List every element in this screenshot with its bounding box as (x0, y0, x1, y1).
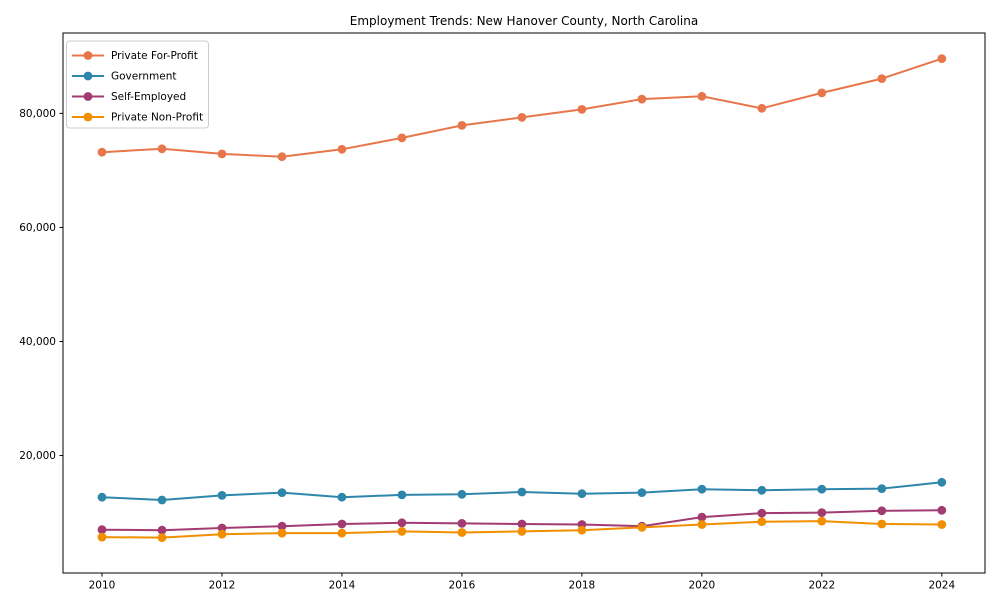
data-point-private-for-profit (277, 152, 287, 162)
x-axis: 2010 2012 2014 2016 2018 2020 2022 2024 (89, 573, 955, 592)
data-point-self-employed (337, 519, 347, 529)
x-tick-label: 2020 (688, 580, 715, 592)
data-point-private-non-profit (277, 528, 287, 538)
legend-marker-private-for-profit (83, 51, 93, 60)
data-point-self-employed (697, 512, 707, 522)
data-point-self-employed (817, 508, 827, 517)
data-point-private-non-profit (397, 527, 407, 536)
data-point-government (217, 491, 227, 500)
data-point-self-employed (757, 508, 767, 518)
data-point-private-for-profit (877, 74, 887, 83)
data-point-government (877, 484, 887, 493)
data-point-private-non-profit (937, 520, 947, 529)
data-point-self-employed (97, 525, 107, 535)
data-point-private-for-profit (577, 105, 587, 114)
data-point-government (97, 492, 107, 502)
data-point-private-non-profit (457, 528, 467, 537)
legend-item-private-for-profit: Private For-Profit (72, 50, 198, 62)
data-point-private-for-profit (697, 91, 707, 101)
data-point-private-non-profit (697, 520, 707, 529)
legend-label: Government (111, 71, 176, 83)
legend: Private For-Profit Government Self-Emplo… (66, 40, 209, 129)
data-point-private-non-profit (337, 528, 347, 538)
data-point-self-employed (877, 506, 887, 516)
legend-label: Self-Employed (111, 91, 186, 103)
legend-item-self-employed: Self-Employed (72, 91, 186, 103)
y-tick-label: 40,000 (19, 336, 56, 348)
legend-label: Private Non-Profit (111, 112, 203, 124)
chart-title: Employment Trends: New Hanover County, N… (350, 14, 698, 28)
data-point-private-for-profit (397, 133, 407, 143)
legend-label: Private For-Profit (111, 50, 198, 62)
data-point-private-for-profit (217, 149, 227, 159)
data-point-private-for-profit (817, 88, 827, 98)
x-tick-label: 2022 (808, 580, 835, 592)
data-point-private-non-profit (97, 532, 107, 542)
data-point-private-for-profit (937, 54, 947, 64)
series-line-private-for-profit (101, 57, 943, 158)
x-tick-label: 2018 (569, 580, 596, 592)
x-tick-label: 2014 (329, 580, 356, 592)
y-tick-label: 80,000 (19, 108, 56, 120)
data-point-private-for-profit (517, 113, 527, 122)
data-point-government (757, 485, 767, 495)
data-point-government (277, 488, 287, 497)
y-tick-label: 60,000 (19, 222, 56, 234)
legend-marker-private-non-profit (83, 112, 93, 122)
data-point-self-employed (457, 519, 467, 528)
data-point-private-for-profit (457, 121, 467, 130)
data-point-government (817, 484, 827, 494)
legend-item-government: Government (72, 71, 176, 83)
x-tick-label: 2010 (89, 580, 116, 592)
data-point-private-non-profit (217, 529, 227, 539)
data-point-self-employed (157, 525, 167, 535)
data-point-self-employed (937, 505, 947, 515)
data-point-private-for-profit (97, 147, 107, 157)
data-point-government (937, 477, 947, 487)
data-point-private-non-profit (757, 517, 767, 527)
data-point-private-non-profit (577, 525, 587, 535)
legend-marker-self-employed (83, 92, 93, 101)
data-point-self-employed (277, 521, 287, 531)
data-point-government (457, 489, 467, 499)
data-point-government (337, 492, 347, 502)
data-point-private-for-profit (157, 144, 167, 154)
data-point-private-for-profit (337, 144, 347, 154)
data-point-government (397, 490, 407, 500)
data-point-private-non-profit (517, 527, 527, 536)
y-axis: 20,000 40,000 60,000 80,000 (19, 108, 63, 462)
plot-area (62, 32, 986, 574)
data-point-government (577, 489, 587, 499)
data-point-government (697, 484, 707, 494)
legend-marker-government (83, 71, 93, 81)
series-lines (97, 54, 947, 542)
data-point-private-non-profit (157, 533, 167, 542)
x-tick-label: 2024 (928, 580, 955, 592)
data-point-private-non-profit (817, 516, 827, 526)
data-point-private-non-profit (637, 523, 647, 532)
data-point-private-for-profit (757, 103, 767, 113)
data-point-government (157, 495, 167, 505)
x-tick-label: 2012 (209, 580, 236, 592)
data-point-government (517, 487, 527, 497)
data-point-self-employed (517, 519, 527, 529)
data-point-government (637, 488, 647, 497)
data-point-private-non-profit (877, 519, 887, 529)
data-point-self-employed (397, 518, 407, 528)
y-tick-label: 20,000 (19, 450, 56, 462)
legend-item-private-non-profit: Private Non-Profit (72, 112, 203, 124)
legend-box (66, 40, 209, 129)
x-tick-label: 2016 (449, 580, 476, 592)
data-point-private-for-profit (637, 94, 647, 104)
data-point-self-employed (217, 523, 227, 533)
